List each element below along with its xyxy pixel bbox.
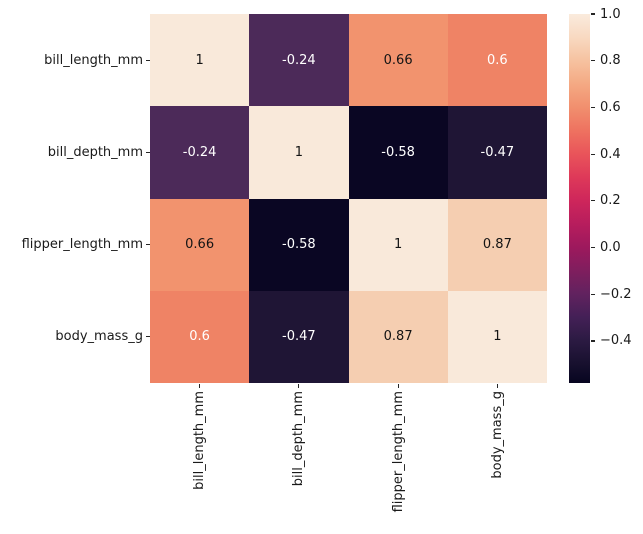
- cell-annotation: -0.47: [282, 329, 316, 345]
- heatmap-cell-body_mass_g-bill_depth_mm: -0.47: [249, 290, 349, 383]
- x-tick-label-flipper_length_mm: flipper_length_mm: [390, 391, 406, 513]
- heatmap-cell-bill_depth_mm-bill_depth_mm: 1: [249, 106, 349, 199]
- heatmap-cell-bill_length_mm-flipper_length_mm: 0.66: [348, 14, 448, 107]
- cell-annotation: 0.66: [383, 52, 413, 68]
- y-tick-mark: [145, 244, 150, 246]
- colorbar-tick-label: −0.4: [600, 333, 632, 349]
- cell-annotation: 0.87: [383, 329, 413, 345]
- heatmap-cell-bill_length_mm-bill_length_mm: 1: [150, 14, 250, 107]
- colorbar-tick-label: 0.6: [600, 99, 621, 115]
- colorbar-tick-mark: [590, 246, 595, 249]
- heatmap-grid: 1 -0.24 0.66 0.6 -0.24 1 -0.58 -0.47 0.66 -0.58 1 0…: [150, 14, 547, 383]
- cell-annotation: 0.6: [189, 329, 210, 345]
- colorbar-tick-label: 0.8: [600, 53, 621, 69]
- colorbar-tick-mark: [590, 153, 595, 155]
- colorbar-tick-mark: [590, 293, 595, 295]
- x-tick-mark: [496, 383, 498, 388]
- heatmap-cell-bill_depth_mm-bill_length_mm: -0.24: [150, 106, 250, 199]
- cell-annotation: 1: [393, 237, 403, 253]
- y-tick-mark: [145, 151, 150, 153]
- cell-annotation: -0.24: [282, 52, 316, 68]
- colorbar-tick-mark: [590, 200, 595, 202]
- cell-annotation: 1: [493, 329, 502, 345]
- colorbar-tick-mark: [590, 13, 595, 15]
- heatmap-cell-bill_length_mm-bill_depth_mm: -0.24: [249, 14, 349, 107]
- cell-annotation: 1: [294, 144, 304, 160]
- heatmap-cell-flipper_length_mm-flipper_length_mm: 1: [348, 198, 448, 291]
- colorbar-tick-label: −0.2: [600, 286, 632, 302]
- x-tick-label-bill_depth_mm: bill_depth_mm: [291, 391, 307, 487]
- y-tick-label-flipper_length_mm: flipper_length_mm: [21, 237, 143, 253]
- x-tick-label-bill_length_mm: bill_length_mm: [192, 391, 208, 490]
- colorbar-tick-mark: [590, 60, 595, 62]
- heatmap-cell-body_mass_g-flipper_length_mm: 0.87: [348, 290, 448, 383]
- x-tick-mark: [397, 383, 399, 388]
- colorbar-tick-mark: [590, 340, 595, 342]
- colorbar-tick-label: 0.0: [600, 240, 621, 256]
- colorbar-tick-mark: [590, 106, 595, 108]
- heatmap-cell-flipper_length_mm-body_mass_g: 0.87: [447, 198, 547, 291]
- y-tick-label-bill_length_mm: bill_length_mm: [44, 52, 143, 68]
- y-tick-mark: [145, 59, 150, 61]
- cell-annotation: -0.58: [282, 237, 316, 253]
- cell-annotation: 0.6: [487, 52, 508, 68]
- heatmap-cell-bill_depth_mm-body_mass_g: -0.47: [447, 106, 547, 199]
- heatmap-cell-flipper_length_mm-bill_depth_mm: -0.58: [249, 198, 349, 291]
- x-tick-mark: [199, 383, 201, 388]
- cell-annotation: 0.66: [185, 237, 215, 253]
- y-tick-label-bill_depth_mm: bill_depth_mm: [47, 144, 143, 160]
- heatmap-cell-body_mass_g-bill_length_mm: 0.6: [150, 290, 250, 383]
- x-tick-label-body_mass_g: body_mass_g: [489, 391, 505, 479]
- y-tick-label-body_mass_g: body_mass_g: [55, 329, 143, 345]
- heatmap-cell-bill_depth_mm-flipper_length_mm: -0.58: [348, 106, 448, 199]
- colorbar-tick-label: 0.2: [600, 193, 621, 209]
- heatmap-cell-body_mass_g-body_mass_g: 1: [447, 290, 547, 383]
- colorbar: [569, 14, 590, 383]
- cell-annotation: 0.87: [482, 237, 512, 253]
- cell-annotation: 1: [195, 52, 204, 68]
- cell-annotation: -0.24: [182, 144, 217, 160]
- cell-annotation: -0.47: [480, 144, 515, 160]
- heatmap-cell-bill_length_mm-body_mass_g: 0.6: [447, 14, 547, 107]
- colorbar-tick-label: 0.4: [600, 146, 621, 162]
- y-tick-mark: [145, 336, 150, 338]
- colorbar-tick-label: 1.0: [600, 6, 621, 22]
- heatmap-cell-flipper_length_mm-bill_length_mm: 0.66: [150, 198, 250, 291]
- cell-annotation: -0.58: [381, 144, 415, 160]
- x-tick-mark: [298, 383, 300, 388]
